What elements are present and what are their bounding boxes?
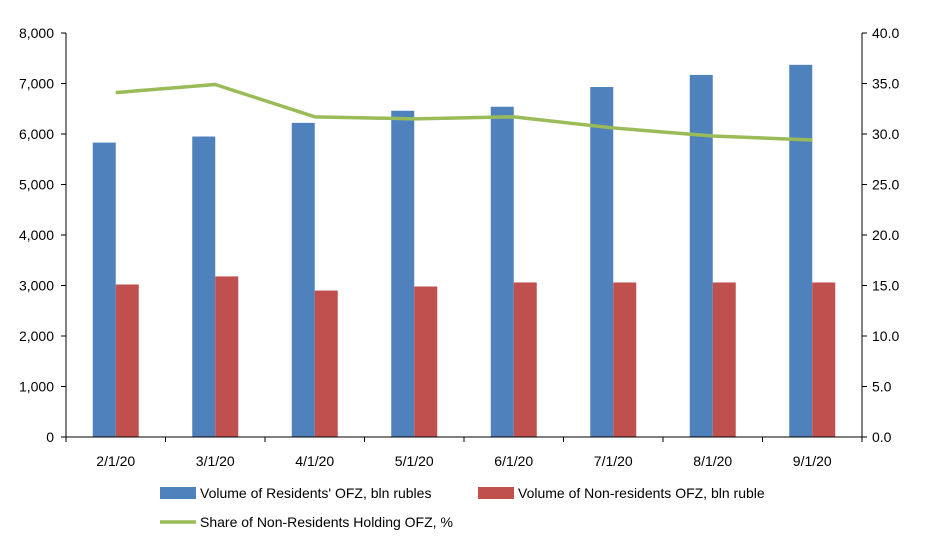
bar-2-7/1/20 — [613, 282, 637, 437]
bar-2-2/1/20 — [115, 284, 139, 437]
legend-swatch-1 — [160, 487, 196, 499]
left-tick-label: 2,000 — [19, 328, 54, 344]
left-tick-label: 5,000 — [19, 177, 54, 193]
x-tick-label: 9/1/20 — [793, 453, 832, 469]
legend-label-2: Volume of Non-residents OFZ, bln ruble — [518, 485, 765, 501]
x-tick-label: 5/1/20 — [395, 453, 434, 469]
bars-layer — [92, 64, 836, 438]
right-tick-label: 25.0 — [872, 177, 899, 193]
right-tick-label: 30.0 — [872, 126, 899, 142]
right-tick-label: 35.0 — [872, 76, 899, 92]
left-tick-label: 1,000 — [19, 379, 54, 395]
x-tick-label: 3/1/20 — [196, 453, 235, 469]
bar-1-7/1/20 — [590, 87, 614, 437]
bar-1-8/1/20 — [689, 74, 713, 437]
bar-2-9/1/20 — [812, 282, 836, 437]
axes-layer: 0 1,000 2,000 3,000 4,000 5,000 6,000 7,000 8,00… — [19, 25, 900, 469]
bar-2-5/1/20 — [414, 286, 438, 437]
right-tick-label: 20.0 — [872, 227, 899, 243]
legend-label-1: Volume of Residents' OFZ, bln rubles — [200, 485, 431, 501]
bar-2-6/1/20 — [513, 282, 537, 437]
right-tick-label: 15.0 — [872, 278, 899, 294]
bar-1-2/1/20 — [92, 142, 116, 437]
legend-label-3: Share of Non-Residents Holding OFZ, % — [200, 514, 453, 530]
line-layer — [115, 82, 813, 142]
x-tick-label: 8/1/20 — [693, 453, 732, 469]
legend-swatch-2 — [478, 487, 514, 499]
share-line — [115, 82, 813, 142]
left-tick-label: 6,000 — [19, 126, 54, 142]
left-tick-label: 7,000 — [19, 76, 54, 92]
x-tick-label: 6/1/20 — [494, 453, 533, 469]
right-tick-label: 5.0 — [872, 379, 892, 395]
legend: Volume of Residents' OFZ, bln rubles Volu… — [160, 485, 765, 530]
bar-1-4/1/20 — [291, 122, 315, 437]
x-tick-label: 4/1/20 — [295, 453, 334, 469]
x-tick-label: 2/1/20 — [96, 453, 135, 469]
right-tick-label: 10.0 — [872, 328, 899, 344]
bar-2-4/1/20 — [314, 290, 338, 437]
bar-1-6/1/20 — [490, 106, 514, 437]
left-tick-label: 0 — [46, 429, 54, 445]
left-tick-label: 3,000 — [19, 278, 54, 294]
x-tick-label: 7/1/20 — [594, 453, 633, 469]
bar-2-3/1/20 — [215, 276, 239, 437]
bar-2-8/1/20 — [712, 282, 736, 437]
bar-1-5/1/20 — [391, 110, 415, 438]
bar-1-3/1/20 — [192, 136, 216, 437]
right-tick-label: 0.0 — [872, 429, 892, 445]
bar-1-9/1/20 — [789, 64, 813, 437]
left-tick-label: 8,000 — [19, 25, 54, 41]
left-tick-label: 4,000 — [19, 227, 54, 243]
right-tick-label: 40.0 — [872, 25, 899, 41]
